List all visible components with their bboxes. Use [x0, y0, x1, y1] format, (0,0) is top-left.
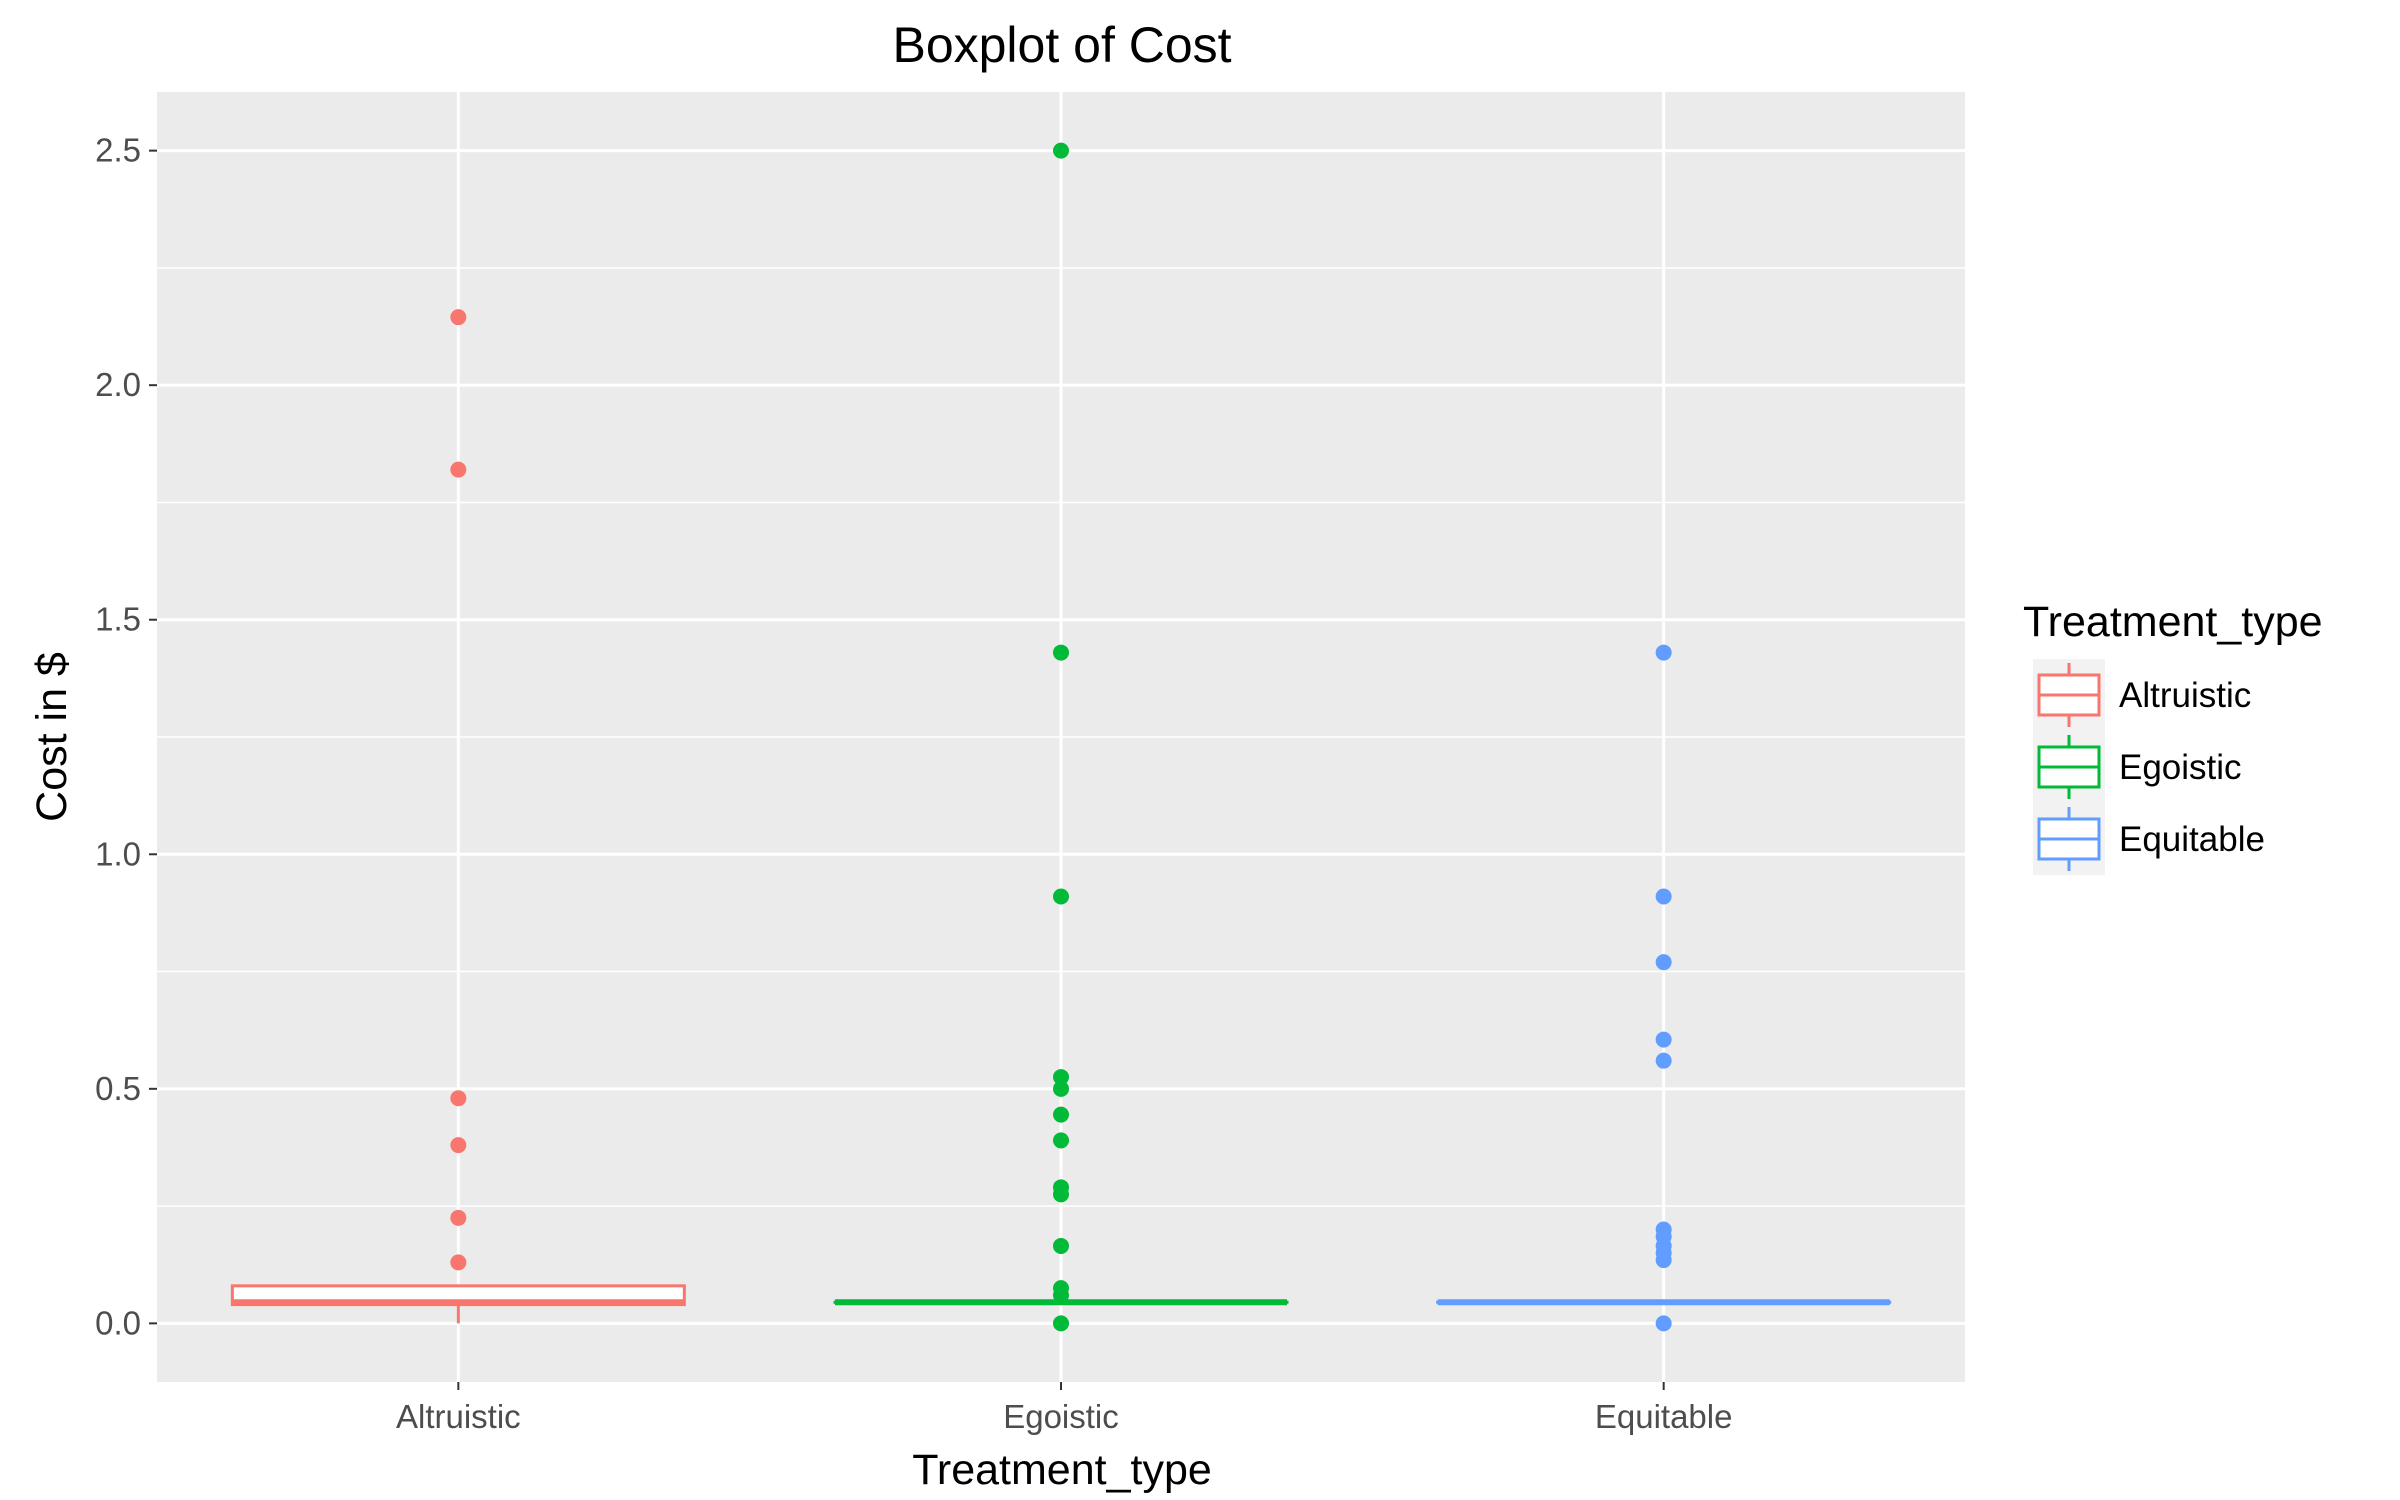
y-tick-label: 1.5 — [95, 601, 141, 638]
outlier-point — [450, 1254, 467, 1271]
y-axis-title: Cost in $ — [28, 652, 76, 822]
outlier-point — [1655, 1031, 1672, 1048]
outlier-point — [1655, 1052, 1672, 1069]
outlier-point — [450, 309, 467, 326]
outlier-point — [1655, 888, 1672, 905]
legend: Treatment_type Altruistic Egoistic Equitab… — [2023, 598, 2323, 875]
y-tick-label: 0.5 — [95, 1070, 141, 1107]
box-altruistic — [230, 1284, 686, 1324]
y-tick-label: 1.0 — [95, 835, 141, 872]
outlier-point — [1053, 1315, 1069, 1332]
outlier-point — [450, 1137, 467, 1154]
x-axis: Altruistic Egoistic Equitable — [396, 1382, 1732, 1435]
x-axis-title: Treatment_type — [912, 1446, 1212, 1494]
outlier-point — [1655, 644, 1672, 661]
outlier-point — [450, 461, 467, 478]
outlier-point — [1053, 644, 1069, 661]
outlier-point — [1655, 1315, 1672, 1332]
outlier-point — [1053, 1287, 1069, 1304]
outlier-point — [1053, 1080, 1069, 1097]
outlier-point — [1053, 1106, 1069, 1123]
outlier-point — [1655, 1252, 1672, 1269]
outlier-point — [450, 1090, 467, 1107]
outlier-point — [1655, 954, 1672, 971]
y-tick-label: 2.0 — [95, 366, 141, 403]
y-axis: 0.0 0.5 1.0 1.5 2.0 2.5 — [95, 132, 157, 1341]
outlier-point — [1053, 1186, 1069, 1203]
outlier-point — [450, 1209, 467, 1226]
x-tick-label: Altruistic — [396, 1398, 521, 1435]
legend-item-equitable: Equitable — [2033, 803, 2265, 875]
outlier-point — [1053, 1069, 1069, 1086]
legend-label: Altruistic — [2119, 676, 2251, 715]
legend-item-egoistic: Egoistic — [2033, 731, 2242, 803]
legend-title: Treatment_type — [2023, 598, 2323, 646]
outlier-points-layer — [450, 142, 1672, 1332]
legend-item-altruistic: Altruistic — [2033, 659, 2251, 731]
x-tick-label: Equitable — [1595, 1398, 1733, 1435]
y-tick-label: 0.0 — [95, 1304, 141, 1341]
outlier-point — [1053, 1237, 1069, 1254]
x-tick-label: Egoistic — [1003, 1398, 1119, 1435]
outlier-point — [1053, 888, 1069, 905]
chart-title: Boxplot of Cost — [892, 17, 1231, 73]
outlier-point — [1053, 142, 1069, 159]
outlier-point — [1053, 1132, 1069, 1149]
legend-label: Equitable — [2119, 820, 2265, 859]
y-tick-label: 2.5 — [95, 132, 141, 169]
legend-label: Egoistic — [2119, 748, 2242, 787]
